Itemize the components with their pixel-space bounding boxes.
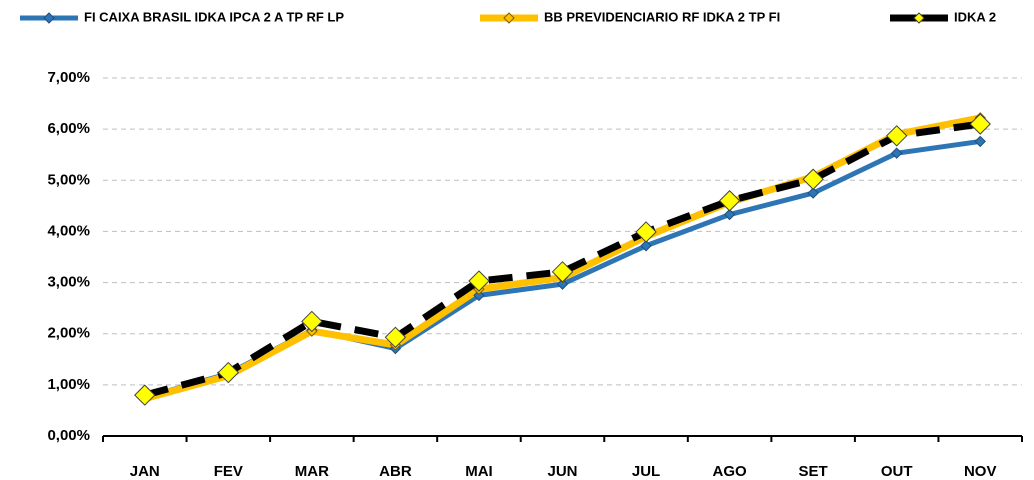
y-tick-label: 2,00% <box>47 325 90 342</box>
x-tick-label: JUL <box>632 463 660 480</box>
x-tick-label: SET <box>799 463 828 480</box>
y-tick-label: 5,00% <box>47 171 90 188</box>
data-marker <box>468 270 490 292</box>
data-marker <box>807 187 819 199</box>
data-marker <box>802 168 824 190</box>
data-marker <box>473 289 485 302</box>
data-marker <box>551 261 574 283</box>
y-tick-label: 4,00% <box>47 222 90 239</box>
legend-label: IDKA 2 <box>954 9 996 24</box>
data-marker <box>134 384 156 406</box>
data-marker <box>217 361 240 384</box>
legend-marker <box>43 12 55 24</box>
data-marker <box>640 240 652 252</box>
data-marker <box>718 190 741 212</box>
legend-label: FI CAIXA BRASIL IDKA IPCA 2 A TP RF LP <box>84 9 344 24</box>
x-tick-label: ABR <box>379 463 412 480</box>
data-marker <box>890 147 903 159</box>
y-tick-label: 0,00% <box>47 427 90 444</box>
x-tick-label: MAI <box>465 463 493 480</box>
legend-marker <box>503 12 515 24</box>
y-tick-label: 6,00% <box>47 120 90 137</box>
legend-marker <box>913 12 925 24</box>
y-tick-label: 3,00% <box>47 274 90 291</box>
data-marker <box>969 113 991 135</box>
data-marker <box>635 221 657 243</box>
legend-label: BB PREVIDENCIARIO RF IDKA 2 TP FI <box>544 9 780 24</box>
data-marker <box>556 278 569 290</box>
y-tick-label: 1,00% <box>47 376 90 393</box>
data-marker <box>384 326 407 349</box>
x-tick-label: NOV <box>964 463 997 480</box>
y-tick-label: 7,00% <box>47 69 90 86</box>
x-tick-label: MAR <box>295 463 329 480</box>
data-marker <box>723 208 736 221</box>
x-tick-label: JUN <box>547 463 577 480</box>
data-marker <box>974 135 986 148</box>
x-tick-label: FEV <box>214 463 243 480</box>
data-marker <box>301 310 323 333</box>
x-tick-label: JAN <box>130 463 160 480</box>
x-tick-label: OUT <box>881 463 913 480</box>
x-tick-label: AGO <box>713 463 748 480</box>
data-marker <box>885 125 908 147</box>
